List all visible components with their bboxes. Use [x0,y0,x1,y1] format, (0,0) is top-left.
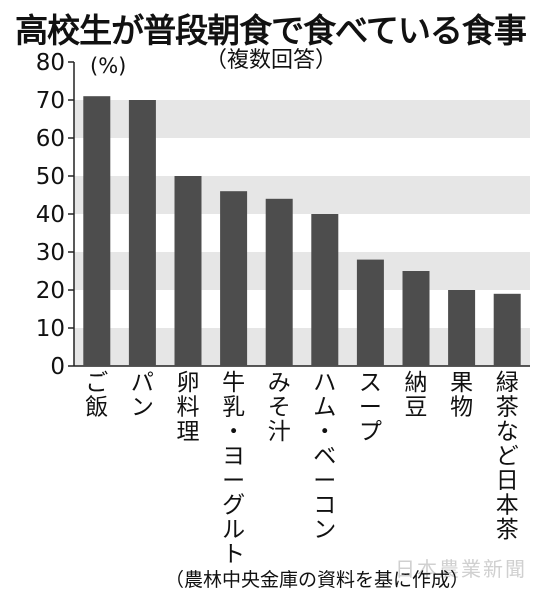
x-tick-label: 牛乳・ヨーグルト [222,370,245,568]
bar [356,259,384,366]
bar [311,214,339,366]
y-tick-label: 40 [36,202,65,228]
y-tick-label: 80 [36,50,65,76]
x-tick-label: パン [131,370,154,421]
y-tick-label: 70 [36,88,65,114]
source-note: （農林中央金庫の資料を基に作成） [165,569,470,591]
y-tick-label: 50 [36,164,65,190]
x-tick-label: ご飯 [85,370,108,421]
y-tick-label: 60 [36,126,65,152]
chart-title: 高校生が普段朝食で食べている食事 [15,11,527,50]
bar [174,176,202,366]
bar [220,191,248,366]
x-tick-label: ハム・ベーコン [313,370,336,543]
x-tick-label: スープ [359,370,382,445]
x-tick-label: 納豆 [405,370,428,421]
bar [402,271,430,366]
x-tick-label: みそ汁 [268,370,291,445]
y-tick-label: 10 [36,316,65,342]
y-tick-label: 20 [36,278,65,304]
y-unit-label: (%) [90,54,126,78]
y-tick-label: 0 [50,354,65,380]
x-tick-label: 果物 [450,370,473,421]
bar [83,96,111,366]
x-tick-label: 卵料理 [177,370,200,445]
bar [493,293,521,366]
watermark: 日本農業新聞 [395,557,527,581]
chart-subtitle: （複数回答） [205,48,338,73]
bar [265,198,293,366]
bar [448,290,476,366]
x-tick-label: 緑茶など日本茶 [496,370,519,543]
bar [128,100,156,366]
y-tick-label: 30 [36,240,65,266]
